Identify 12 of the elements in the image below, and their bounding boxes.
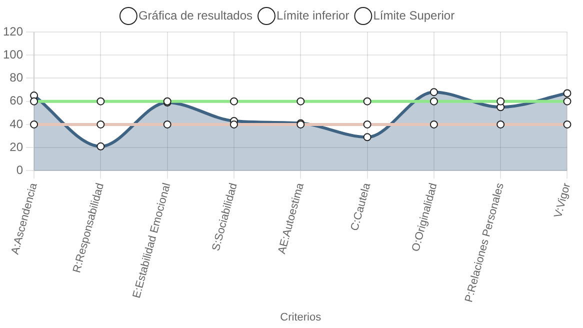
legend-label: Límite inferior	[276, 8, 350, 22]
y-tick-label: 100	[2, 47, 24, 62]
y-tick-label: 0	[16, 162, 24, 177]
y-tick-label: 120	[2, 24, 24, 38]
y-tick-label: 80	[10, 70, 24, 85]
y-tick-label: 40	[10, 116, 24, 131]
x-tick-label: V:Vigor	[552, 182, 574, 220]
x-axis-title: Criterios	[280, 311, 322, 324]
legend-label: Gráfica de resultados	[138, 8, 253, 22]
y-tick-label: 20	[10, 140, 24, 154]
y-tick-label: 60	[10, 94, 24, 108]
legend-label: Límite Superior	[373, 8, 455, 22]
